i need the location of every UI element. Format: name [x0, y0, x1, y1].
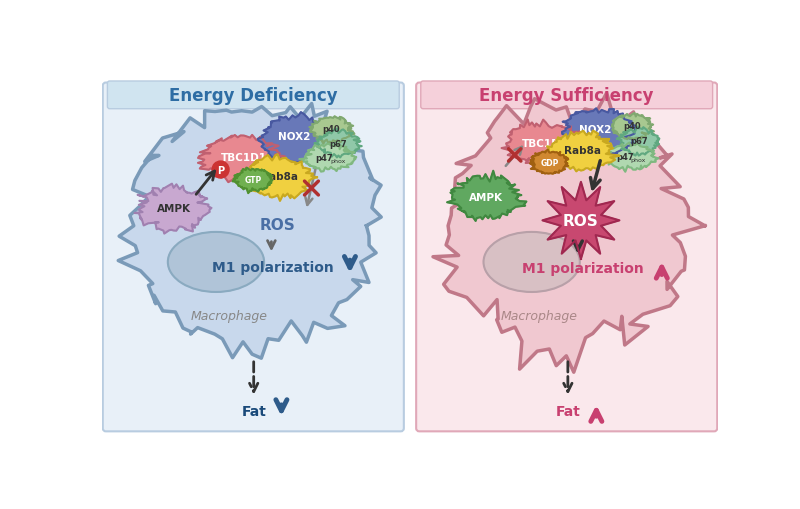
Polygon shape	[258, 113, 338, 164]
Polygon shape	[314, 129, 362, 158]
Polygon shape	[241, 155, 317, 202]
Text: p47: p47	[616, 153, 634, 162]
Polygon shape	[562, 109, 635, 158]
Polygon shape	[134, 184, 211, 234]
Text: p47: p47	[315, 153, 333, 162]
FancyBboxPatch shape	[102, 83, 404, 432]
FancyBboxPatch shape	[421, 82, 713, 109]
Text: p67: p67	[330, 139, 347, 149]
Text: M1 polarization: M1 polarization	[522, 262, 644, 275]
Text: Rab8a: Rab8a	[564, 146, 601, 156]
Polygon shape	[433, 94, 705, 373]
Ellipse shape	[168, 233, 264, 292]
Text: AMPK: AMPK	[157, 204, 190, 214]
Text: TBC1D1: TBC1D1	[221, 153, 266, 163]
Polygon shape	[310, 117, 354, 145]
Text: AMPK: AMPK	[469, 193, 502, 203]
Polygon shape	[545, 131, 619, 172]
Text: p40: p40	[322, 125, 340, 134]
Polygon shape	[612, 114, 654, 140]
FancyBboxPatch shape	[416, 83, 718, 432]
Polygon shape	[198, 135, 285, 183]
Text: M1 polarization: M1 polarization	[212, 260, 334, 274]
Text: NOX2: NOX2	[578, 125, 611, 135]
Text: Energy Sufficiency: Energy Sufficiency	[479, 87, 654, 105]
Text: ROS: ROS	[563, 213, 599, 229]
FancyBboxPatch shape	[107, 82, 399, 109]
Polygon shape	[233, 168, 273, 194]
Text: phox: phox	[330, 158, 346, 163]
Circle shape	[212, 162, 229, 179]
Text: p40: p40	[623, 122, 641, 131]
Text: P: P	[217, 165, 224, 175]
Text: GTP: GTP	[245, 176, 262, 185]
Polygon shape	[299, 145, 356, 172]
Text: p67: p67	[630, 136, 647, 146]
Text: phox: phox	[630, 158, 646, 163]
Text: Macrophage: Macrophage	[190, 310, 267, 323]
Polygon shape	[118, 104, 382, 358]
Polygon shape	[530, 150, 568, 175]
Text: ROS: ROS	[260, 217, 295, 232]
Text: NOX2: NOX2	[278, 132, 310, 142]
Text: Macrophage: Macrophage	[501, 310, 578, 323]
Ellipse shape	[483, 233, 580, 292]
Polygon shape	[502, 120, 585, 166]
Polygon shape	[602, 143, 658, 173]
Text: Rab8a: Rab8a	[261, 172, 298, 182]
Text: Energy Deficiency: Energy Deficiency	[169, 87, 338, 105]
Polygon shape	[542, 183, 619, 260]
Text: GDP: GDP	[540, 159, 558, 168]
Polygon shape	[617, 127, 659, 156]
Text: Fat: Fat	[555, 404, 580, 418]
Text: Fat: Fat	[242, 404, 266, 418]
Text: TBC1D1: TBC1D1	[522, 138, 568, 148]
Polygon shape	[447, 172, 526, 221]
